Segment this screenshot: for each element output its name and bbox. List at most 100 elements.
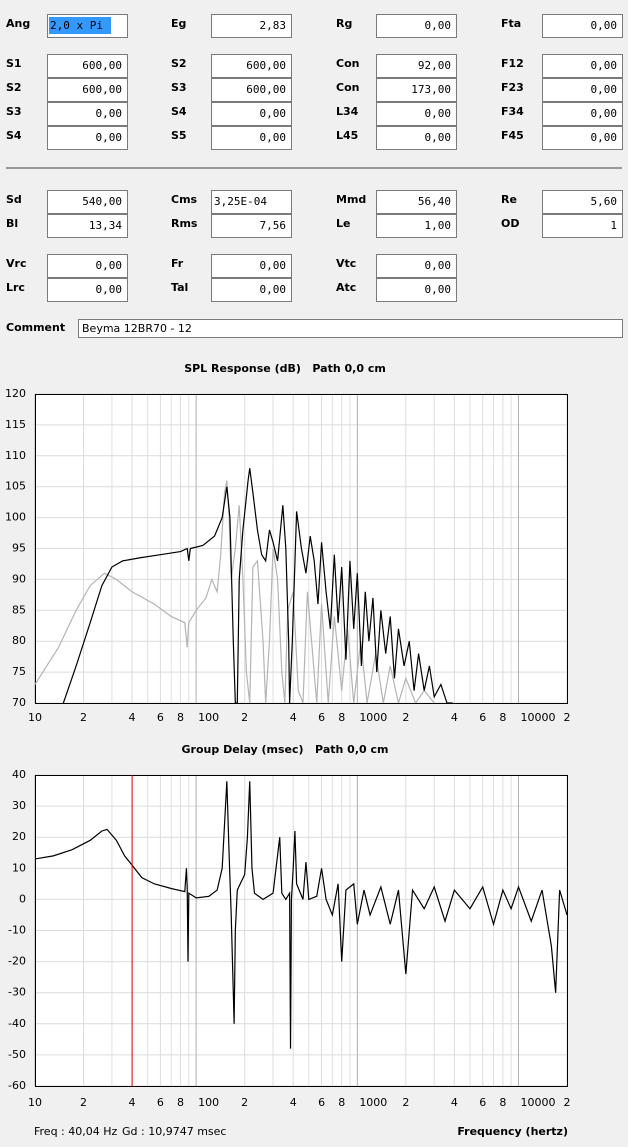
x-tick-label: 4 [129, 711, 136, 724]
field-value: 0,00 [591, 83, 618, 96]
field-label: S3 [6, 105, 22, 118]
field-value: 1,00 [425, 219, 452, 232]
field-value: 0,00 [96, 259, 123, 272]
x-tick-label: 1000 [359, 1096, 387, 1109]
field-value: 173,00 [411, 83, 451, 96]
field-label: S2 [171, 57, 187, 70]
text-input[interactable] [211, 78, 292, 102]
x-tick-label: 2 [402, 711, 409, 724]
field-label: S4 [171, 105, 187, 118]
field-value: 0,00 [425, 131, 452, 144]
text-input[interactable] [47, 214, 128, 238]
x-tick-label: 4 [451, 711, 458, 724]
text-input[interactable] [376, 126, 457, 150]
plot-border [35, 394, 568, 704]
text-input[interactable] [211, 14, 292, 38]
field-label: Eg [171, 17, 186, 30]
text-input[interactable] [542, 102, 623, 126]
series-line [62, 468, 453, 703]
selection-highlight [49, 17, 111, 34]
field-value: 600,00 [246, 59, 286, 72]
x-tick-label: 4 [290, 711, 297, 724]
field-label: S2 [6, 81, 22, 94]
status-text: Freq : 40,04 Hz [34, 1125, 118, 1138]
text-input[interactable] [47, 254, 128, 278]
field-label: Con [336, 57, 359, 70]
comment-label: Comment [6, 321, 65, 334]
text-input[interactable] [211, 126, 292, 150]
text-input[interactable] [211, 254, 292, 278]
x-tick-label: 2 [80, 1096, 87, 1109]
text-input[interactable] [542, 214, 623, 238]
field-label: Rg [336, 17, 352, 30]
text-input[interactable] [376, 254, 457, 278]
text-input[interactable] [47, 78, 128, 102]
x-tick-label: 6 [479, 1096, 486, 1109]
x-tick-label: 1000 [359, 711, 387, 724]
field-label: F23 [501, 81, 524, 94]
text-input[interactable] [542, 78, 623, 102]
field-label: OD [501, 217, 519, 230]
comment-input[interactable] [78, 319, 623, 338]
text-input[interactable] [47, 126, 128, 150]
x-tick-label: 2 [241, 1096, 248, 1109]
field-value: 600,00 [82, 59, 122, 72]
x-tick-label: 10 [28, 711, 42, 724]
text-input[interactable] [376, 214, 457, 238]
text-input[interactable] [542, 190, 623, 214]
field-value: 0,00 [425, 19, 452, 32]
text-input[interactable] [542, 54, 623, 78]
text-input[interactable] [376, 54, 457, 78]
field-label: F12 [501, 57, 524, 70]
field-label: L34 [336, 105, 359, 118]
text-input[interactable] [211, 102, 292, 126]
y-tick-label: 95 [12, 542, 26, 555]
y-tick-label: 115 [5, 418, 26, 431]
text-input[interactable] [376, 78, 457, 102]
field-value: 540,00 [82, 195, 122, 208]
field-value: 2,0 x Pi [50, 19, 103, 32]
text-input[interactable] [211, 278, 292, 302]
field-label: Atc [336, 281, 356, 294]
x-tick-label: 8 [338, 711, 345, 724]
text-input[interactable] [376, 278, 457, 302]
y-tick-label: 75 [12, 665, 26, 678]
x-tick-label: 10000 [520, 711, 555, 724]
series-line [35, 480, 435, 703]
x-tick-label: 6 [479, 711, 486, 724]
text-input[interactable] [211, 190, 292, 214]
field-label: S4 [6, 129, 22, 142]
y-tick-label: -20 [8, 955, 26, 968]
y-tick-label: 105 [5, 480, 26, 493]
text-input[interactable] [47, 54, 128, 78]
text-input[interactable] [542, 14, 623, 38]
text-input[interactable] [47, 278, 128, 302]
x-tick-label: 2 [564, 711, 571, 724]
x-tick-label: 2 [241, 711, 248, 724]
x-tick-label: 2 [564, 1096, 571, 1109]
text-input[interactable] [211, 54, 292, 78]
text-input[interactable] [211, 214, 292, 238]
y-tick-label: 70 [12, 696, 26, 709]
field-value: 0,00 [425, 259, 452, 272]
text-input[interactable] [376, 102, 457, 126]
field-label: Vrc [6, 257, 26, 270]
y-tick-label: 40 [12, 768, 26, 781]
y-tick-label: 0 [19, 892, 26, 905]
text-input[interactable] [376, 14, 457, 38]
x-tick-label: 8 [177, 711, 184, 724]
field-label: Re [501, 193, 517, 206]
field-value: 0,00 [260, 107, 287, 120]
y-tick-label: -60 [8, 1079, 26, 1092]
x-tick-label: 6 [157, 1096, 164, 1109]
field-value: 0,00 [591, 59, 618, 72]
series-line [35, 781, 567, 1049]
text-input[interactable] [376, 190, 457, 214]
field-value: 0,00 [96, 107, 123, 120]
text-input[interactable] [542, 126, 623, 150]
field-value: 0,00 [591, 131, 618, 144]
text-input[interactable] [47, 190, 128, 214]
plot-border [35, 775, 568, 1087]
text-input[interactable] [47, 102, 128, 126]
